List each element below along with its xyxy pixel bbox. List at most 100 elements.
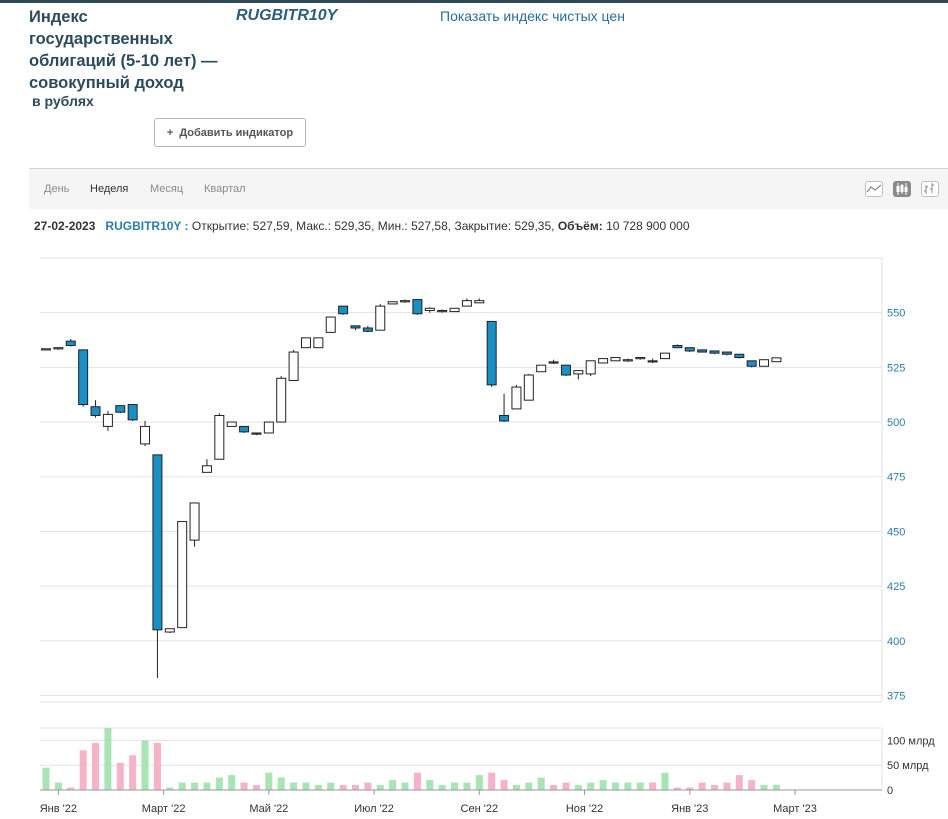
x-tick-label: Март '23 [773, 803, 817, 815]
candle-body [362, 327, 373, 332]
volume-bar [562, 782, 570, 790]
candle-body [115, 405, 126, 413]
add-indicator-button[interactable]: + Добавить индикатор [154, 118, 306, 147]
ohlc-info-line: 27-02-2023 RUGBITR10Y : Открытие: 527,59… [34, 219, 690, 233]
volume-tick-label: 0 [887, 785, 893, 797]
candle-body [53, 347, 64, 350]
candle-body [387, 301, 398, 305]
volume-bar [67, 787, 75, 790]
candle-body [499, 414, 510, 422]
volume-bar [686, 787, 694, 790]
volume-bar [401, 782, 409, 790]
candle-body [338, 305, 349, 315]
price-tick-label: 475 [887, 472, 905, 484]
volume-tick-label: 100 млрд [887, 735, 935, 747]
tab-day[interactable]: День [44, 183, 70, 195]
volume-bar [302, 782, 310, 790]
candle-body [523, 374, 534, 401]
candle-body [511, 386, 522, 410]
candle-body [412, 299, 423, 315]
candle-body [127, 404, 138, 421]
info-volume-value: 10 728 900 000 [606, 219, 690, 233]
volume-bar [451, 782, 459, 790]
volume-bar [735, 775, 743, 790]
period-tabs-bar: День Неделя Месяц Квартал [29, 168, 948, 209]
candle-body [300, 337, 311, 349]
volume-bar [537, 777, 545, 790]
candle-body [759, 359, 770, 367]
candle-body [251, 432, 262, 435]
volume-bar [129, 755, 137, 790]
volume-bar [512, 785, 520, 790]
candle-body [746, 360, 757, 367]
tab-week[interactable]: Неделя [90, 183, 129, 195]
volume-bar [772, 784, 780, 790]
volume-bar [711, 785, 719, 790]
candle-body [449, 307, 460, 313]
price-tick-label: 375 [887, 690, 905, 702]
volume-bar [463, 782, 471, 790]
candle-body [598, 358, 609, 364]
candle-body [189, 502, 200, 541]
candle-body [41, 348, 51, 351]
tab-quarter[interactable]: Квартал [204, 183, 246, 195]
candle-body [610, 357, 621, 362]
candle-body [152, 454, 163, 631]
candle-body [276, 377, 287, 423]
line-chart-icon[interactable] [865, 181, 883, 197]
candle-body [350, 325, 361, 329]
volume-bar [574, 785, 582, 790]
volume-bar [475, 775, 483, 790]
candle-body [226, 421, 237, 427]
clean-index-link[interactable]: Показать индекс чистых цен [440, 8, 625, 24]
volume-bar [327, 782, 335, 790]
volume-bar [228, 775, 236, 790]
candlestick-chart-icon[interactable] [893, 181, 911, 197]
price-tick-label: 425 [887, 581, 905, 593]
volume-bar [42, 767, 50, 790]
candle-body [536, 364, 547, 373]
candle-body [734, 353, 745, 359]
page-subtitle: в рублях [32, 93, 94, 109]
volume-bar [141, 740, 149, 790]
volume-bar [203, 782, 211, 790]
volume-bar [611, 782, 619, 790]
volume-bar [760, 785, 768, 790]
volume-bar [240, 782, 248, 790]
candle-body [78, 349, 89, 406]
candle-body [424, 307, 435, 311]
volume-bar [748, 780, 756, 790]
volume-bar [92, 742, 100, 790]
volume-bar [488, 772, 496, 790]
volume-bar [525, 782, 533, 790]
candle-body [672, 344, 683, 349]
volume-bar [723, 782, 731, 790]
candle-body [709, 350, 720, 354]
volume-bar [413, 772, 421, 790]
ticker-symbol: RUGBITR10Y [236, 7, 338, 24]
candle-body [437, 309, 448, 313]
candle-body [375, 305, 386, 331]
x-tick-label: Янв '23 [671, 803, 708, 815]
price-tick-label: 500 [887, 417, 905, 429]
candle-body [288, 351, 299, 381]
page-title: Индекс государственных облигаций (5-10 л… [29, 8, 218, 92]
volume-bar [624, 782, 632, 790]
volume-bar [79, 750, 87, 790]
candle-body [721, 351, 732, 355]
ohlc-chart-icon[interactable] [921, 181, 939, 197]
candle-body [573, 370, 584, 375]
candle-body [660, 352, 670, 360]
price-tick-label: 400 [887, 636, 905, 648]
tab-month[interactable]: Месяц [150, 183, 184, 195]
candle-body [684, 347, 695, 352]
candle-body [102, 413, 113, 427]
candle-body [635, 357, 646, 360]
candle-body [622, 359, 633, 362]
x-tick-label: Март '22 [142, 803, 186, 815]
x-tick-label: Июл '22 [354, 803, 394, 815]
candle-body [400, 300, 411, 303]
volume-bar [500, 780, 508, 790]
candle-body [461, 300, 472, 307]
